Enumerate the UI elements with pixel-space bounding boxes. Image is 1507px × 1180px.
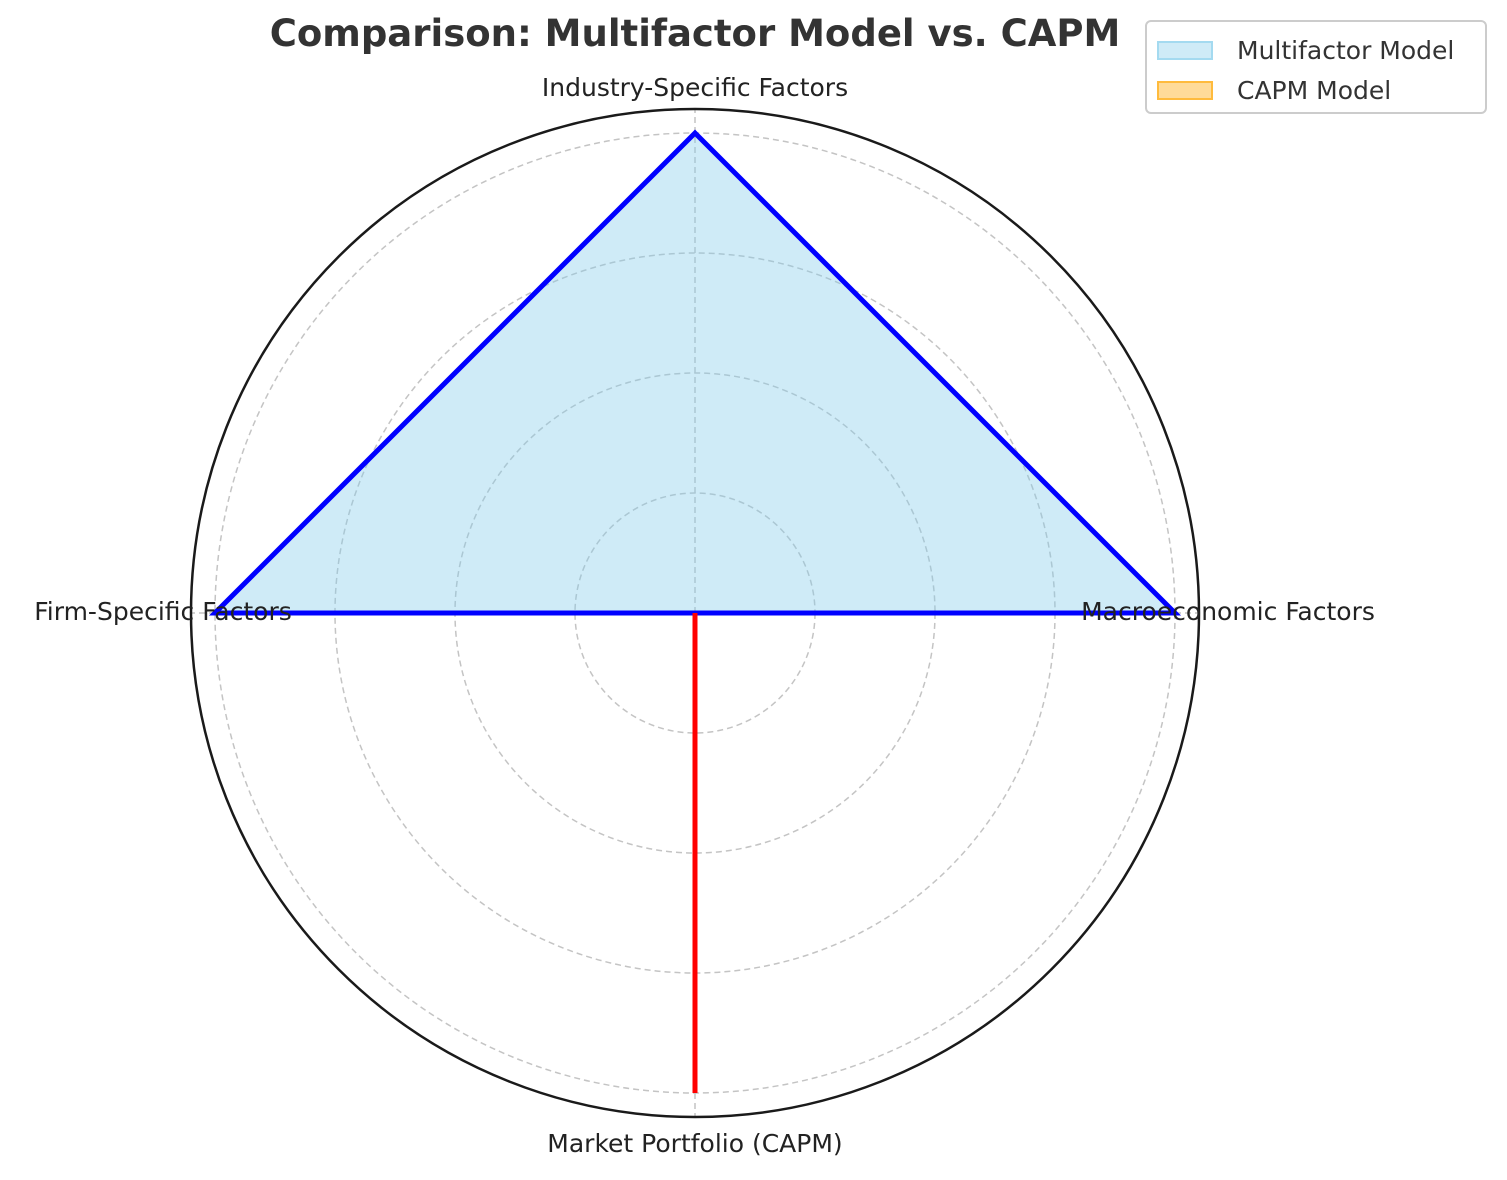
radar-series — [208, 129, 1182, 1093]
legend-swatch-capm — [1157, 80, 1213, 100]
series-fill-0 — [215, 133, 1175, 613]
chart-title: Comparison: Multifactor Model vs. CAPM — [269, 12, 1121, 55]
series-line-0 — [208, 129, 1182, 616]
legend-item-multifactor: Multifactor Model — [1157, 35, 1454, 65]
axis-labels: Macroeconomic Factors Industry-Specific F… — [34, 73, 1375, 1158]
axis-label-0: Macroeconomic Factors — [1081, 597, 1375, 626]
axis-label-2: Firm-Specific Factors — [34, 597, 292, 626]
legend-label-capm: CAPM Model — [1237, 75, 1392, 105]
legend: Multifactor Model CAPM Model — [1145, 20, 1487, 114]
legend-swatch-multifactor — [1157, 40, 1213, 60]
axis-label-3: Market Portfolio (CAPM) — [547, 1129, 842, 1158]
legend-label-multifactor: Multifactor Model — [1237, 35, 1455, 65]
axis-label-1: Industry-Specific Factors — [542, 73, 848, 102]
outer-frame — [189, 107, 1201, 1119]
legend-item-capm: CAPM Model — [1157, 75, 1391, 105]
